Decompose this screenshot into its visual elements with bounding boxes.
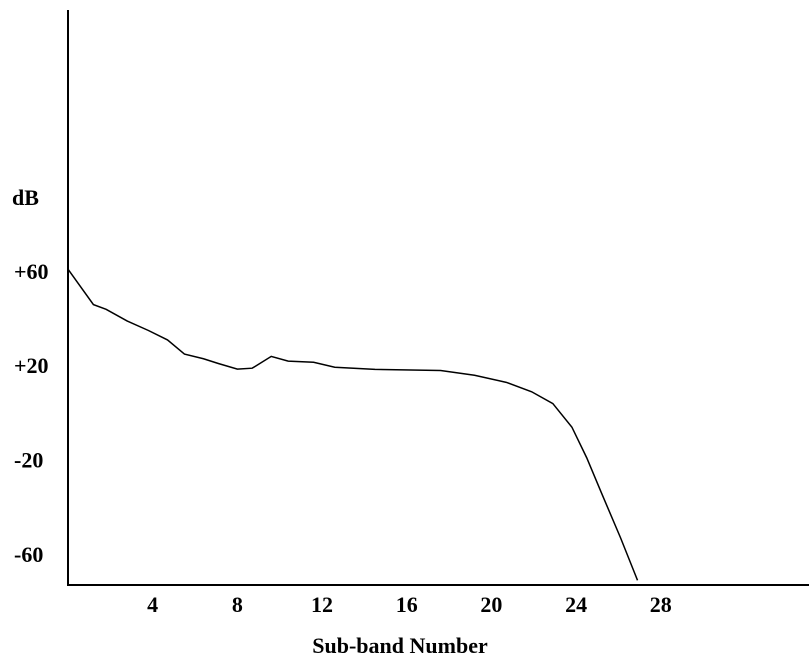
y-tick-label: -20 — [14, 448, 43, 473]
x-tick-label: 20 — [480, 592, 502, 617]
y-tick-label: -60 — [14, 542, 43, 567]
x-tick-label: 24 — [565, 592, 587, 617]
y-tick-label: +60 — [14, 259, 49, 284]
data-line — [67, 268, 639, 581]
x-tick-label: 28 — [650, 592, 672, 617]
y-tick-label: +20 — [14, 353, 49, 378]
x-tick-label: 8 — [232, 592, 243, 617]
x-tick-label: 12 — [311, 592, 333, 617]
x-tick-label: 4 — [147, 592, 158, 617]
x-tick-label: 16 — [396, 592, 418, 617]
y-axis-label: dB — [12, 185, 39, 210]
x-axis-label: Sub-band Number — [312, 633, 488, 658]
